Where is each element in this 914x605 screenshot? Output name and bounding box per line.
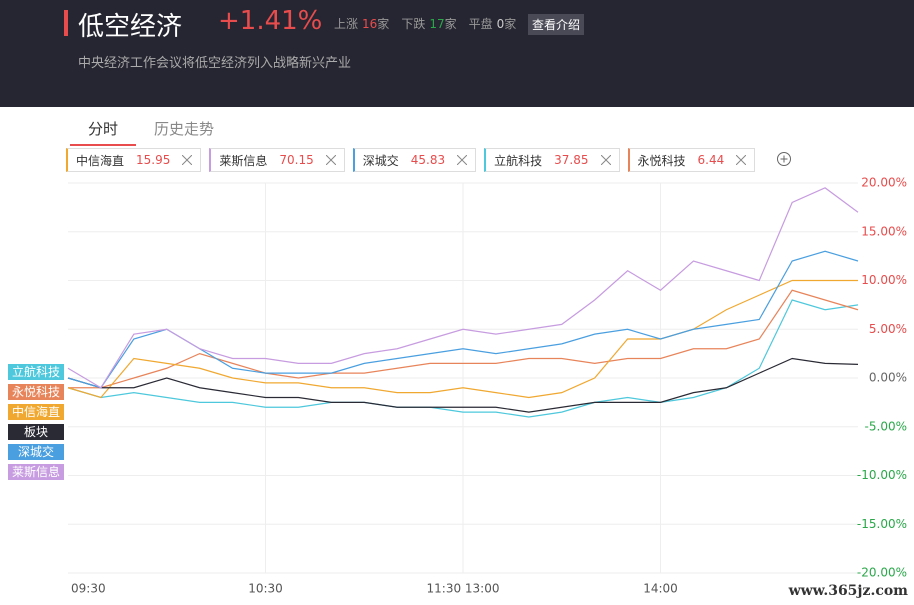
chip-name: 永悦科技 (637, 153, 686, 168)
stat-unit: 家 (444, 17, 457, 31)
stats: 上涨 16家 下跌 17家 平盘 0家 (334, 15, 516, 32)
legend-label: 立航科技 (12, 364, 60, 379)
series-line (67, 187, 859, 389)
chip-price: 6.44 (697, 153, 725, 167)
y-tick-label: 20.00% (861, 176, 907, 190)
legend-swatch (8, 444, 64, 460)
legend-label: 深城交 (18, 444, 54, 459)
y-tick-label: 15.00% (861, 224, 907, 238)
series-line (68, 289, 859, 389)
stat-label: 平盘 (468, 17, 493, 31)
tab[interactable]: 历史走势 (154, 120, 215, 138)
x-tick-label: 11:30 13:00 (427, 582, 500, 596)
add-button[interactable] (777, 152, 791, 166)
chip[interactable]: 永悦科技 6.44 (627, 148, 756, 172)
stat-label: 上涨 (334, 17, 359, 31)
tabs: 分时 历史走势 (70, 112, 232, 146)
chip-price: 15.95 (136, 153, 171, 167)
chip[interactable]: 中信海直 15.95 (66, 148, 202, 172)
stat: 平盘 0家 (469, 15, 517, 32)
y-tick-label: 10.00% (861, 273, 907, 287)
stat: 下跌 17家 (401, 15, 456, 32)
stat-count: 17 (429, 17, 445, 31)
chip-price: 70.15 (279, 153, 314, 167)
chip-name: 深城交 (362, 153, 399, 168)
stat-label: 下跌 (401, 17, 426, 31)
x-tick-label: 10:30 (248, 582, 283, 596)
stat-count: 16 (362, 17, 378, 31)
close-icon[interactable] (457, 155, 468, 165)
chip-name: 中信海直 (76, 153, 125, 168)
stat-count: 0 (496, 17, 505, 31)
chip[interactable]: 立航科技 37.85 (484, 148, 620, 172)
legend-label: 莱斯信息 (12, 464, 60, 479)
chip-price: 45.83 (410, 153, 446, 167)
y-tick-label: -5.00% (865, 419, 907, 433)
chip-name: 莱斯信息 (219, 153, 268, 168)
y-tick-label: 0.00% (869, 371, 907, 385)
x-tick-label: 09:30 (71, 582, 106, 596)
legend-swatch (8, 404, 64, 420)
y-tick-label: -10.00% (857, 468, 907, 482)
header: 低空经济 +1.41% 上涨 16家 下跌 17家 平盘 0家 查看介绍 中央经济工作会议… (0, 0, 914, 107)
y-tick-label: -15.00% (857, 517, 907, 531)
stat: 上涨 16家 (334, 15, 389, 32)
legend-label: 中信海直 (12, 404, 60, 419)
tab[interactable]: 分时 (70, 112, 137, 146)
intro-button[interactable]: 查看介绍 (528, 14, 585, 35)
stat-unit: 家 (377, 17, 390, 31)
accent (64, 10, 68, 36)
close-icon[interactable] (325, 155, 336, 165)
close-icon[interactable] (736, 155, 747, 165)
chip[interactable]: 莱斯信息 70.15 (209, 148, 345, 172)
legend-swatch (8, 364, 64, 380)
series-line (67, 357, 859, 413)
chip-price: 37.85 (554, 153, 589, 167)
legend-label: 板块 (24, 425, 48, 439)
watchlist: 中信海直 15.95 莱斯信息 70.15 深城交 45.83 立航科技 37.85 永悦科技 6… (66, 148, 756, 172)
y-tick-label: 5.00% (869, 322, 907, 336)
x-tick-label: 14:00 (643, 582, 678, 596)
legend-swatch (8, 464, 64, 480)
close-icon[interactable] (600, 155, 611, 165)
legend-swatch (8, 424, 64, 440)
legend-label: 永悦科技 (12, 385, 60, 399)
watermark: www.365jz.com (788, 583, 908, 599)
y-tick-label: -20.00% (857, 566, 907, 580)
close-icon[interactable] (182, 155, 193, 165)
chip-name: 立航科技 (494, 153, 543, 168)
chip[interactable]: 深城交 45.83 (352, 148, 477, 172)
stat-unit: 家 (504, 17, 517, 31)
change: +1.41% (218, 6, 323, 36)
series-line (67, 279, 858, 399)
title: 低空经济 (78, 12, 183, 42)
subtitle: 中央经济工作会议将低空经济列入战略新兴产业 (78, 56, 352, 71)
legend-swatch (8, 384, 64, 400)
